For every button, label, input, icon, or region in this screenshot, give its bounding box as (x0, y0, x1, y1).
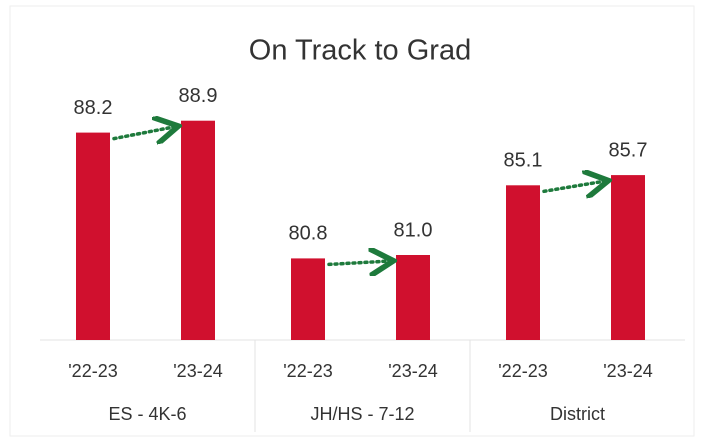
frame (9, 5, 695, 437)
bar (181, 120, 215, 340)
trend-arrow (327, 261, 390, 264)
group-label: JH/HS - 7-12 (310, 404, 414, 424)
value-label: 81.0 (394, 219, 433, 241)
value-label: 85.7 (609, 139, 648, 161)
x-tick-label: '22-23 (283, 361, 332, 381)
value-label: 88.2 (74, 97, 113, 119)
x-tick-label: '23-24 (388, 361, 437, 381)
value-label: 80.8 (289, 223, 328, 245)
chart-title: On Track to Grad (249, 35, 471, 67)
group-label: District (550, 404, 605, 424)
bar (76, 132, 110, 340)
bar (396, 255, 430, 340)
trend-arrow (542, 181, 605, 191)
trend-arrow (112, 127, 175, 139)
x-tick-label: '23-24 (173, 361, 222, 381)
value-label: 88.9 (179, 85, 218, 107)
bar (291, 258, 325, 340)
group-label: ES - 4K-6 (108, 404, 186, 424)
value-label: 85.1 (504, 150, 543, 172)
x-tick-label: '22-23 (68, 361, 117, 381)
x-tick-label: '23-24 (603, 361, 652, 381)
x-tick-label: '22-23 (498, 361, 547, 381)
bar (611, 175, 645, 340)
bar (506, 185, 540, 340)
